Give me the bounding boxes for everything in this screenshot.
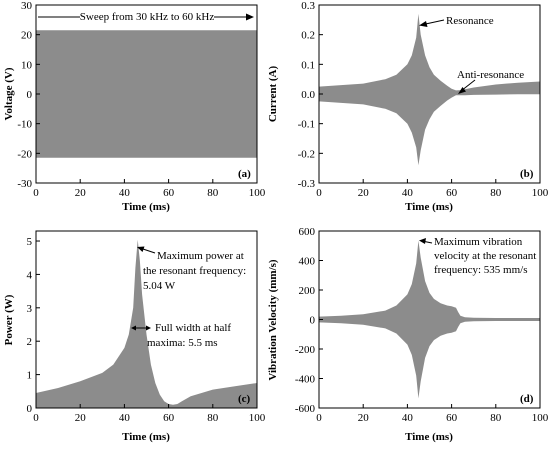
y-tick-label: -400 <box>295 374 316 386</box>
panel-c-max-arrow-head <box>137 246 145 252</box>
panel-b-label: (b) <box>520 168 534 180</box>
y-tick-label: 200 <box>299 285 316 297</box>
y-tick-label: 0 <box>310 315 316 327</box>
panel-d-xlabel: Time (ms) <box>405 431 453 443</box>
x-tick-label: 20 <box>75 187 87 199</box>
y-tick-label: -600 <box>295 403 316 415</box>
panel-d-max-line-1: Maximum vibration <box>434 236 523 248</box>
x-tick-label: 80 <box>490 412 502 424</box>
x-tick-label: 60 <box>163 412 175 424</box>
y-tick-label: 0.0 <box>301 89 315 101</box>
panel-a-ticks: 0 20 40 60 80 100 -30 -20 -10 0 10 20 30 <box>17 0 265 199</box>
panel-b-resonance-label: Resonance <box>446 15 494 27</box>
x-tick-label: 80 <box>207 412 219 424</box>
panel-d-label: (d) <box>520 393 534 405</box>
panel-c-power-envelope <box>36 239 257 408</box>
panel-a-label: (a) <box>238 168 251 180</box>
y-tick-label: -30 <box>17 178 32 190</box>
x-tick-label: 40 <box>119 412 131 424</box>
x-tick-label: 0 <box>316 412 322 424</box>
y-tick-label: 20 <box>21 30 33 42</box>
y-tick-label: 4 <box>27 269 33 281</box>
y-tick-label: 0.1 <box>301 59 315 71</box>
panel-d-max-arrow-head <box>419 238 426 244</box>
y-tick-label: -0.1 <box>298 119 315 131</box>
x-tick-label: 60 <box>446 412 458 424</box>
panel-c-ylabel: Power (W) <box>3 294 15 345</box>
y-tick-label: 0 <box>27 89 33 101</box>
y-tick-label: 3 <box>27 303 33 315</box>
x-tick-label: 60 <box>163 187 175 199</box>
y-tick-label: -10 <box>17 119 32 131</box>
panel-c-fwhm-line-2: maxima: 5.5 ms <box>147 337 218 349</box>
y-tick-label: -0.2 <box>298 148 315 160</box>
y-tick-label: 0 <box>27 403 33 415</box>
panel-d: 0 20 40 60 80 100 -600 -400 -200 0 200 400 600 Time … <box>267 226 549 443</box>
x-tick-label: 20 <box>358 412 370 424</box>
x-tick-label: 20 <box>75 412 87 424</box>
panel-b: 0 20 40 60 80 100 -0.3 -0.2 -0.1 0.0 0.1 0.2 0.3 Tim… <box>267 0 549 213</box>
x-tick-label: 100 <box>532 187 549 199</box>
x-tick-label: 60 <box>446 187 458 199</box>
panel-a-xlabel: Time (ms) <box>122 201 170 213</box>
panel-d-ylabel: Vibration Velocity (mm/s) <box>267 259 279 381</box>
y-tick-label: 600 <box>299 226 316 238</box>
panel-a-sweep-arrow-head <box>246 13 254 21</box>
panel-a-ylabel: Voltage (V) <box>3 67 15 120</box>
panel-c-frame <box>35 230 258 409</box>
panel-b-resonance-arrow-head <box>419 21 428 27</box>
panel-b-antiresonance-label: Anti-resonance <box>457 69 524 81</box>
y-tick-label: 10 <box>21 59 33 71</box>
panel-c-xlabel: Time (ms) <box>122 431 170 443</box>
panel-c-fwhm-arrow-right-head <box>146 325 151 331</box>
panel-c-fwhm-arrow-left-head <box>131 325 136 331</box>
panel-c: 0 20 40 60 80 100 0 1 2 3 4 5 Time (ms) Power (W) M… <box>3 230 266 443</box>
x-tick-label: 80 <box>207 187 219 199</box>
y-tick-label: 0.3 <box>301 0 315 12</box>
panel-b-current-envelope <box>319 13 540 166</box>
x-tick-label: 20 <box>358 187 370 199</box>
x-tick-label: 40 <box>119 187 131 199</box>
panel-d-max-line-2: velocity at the resonant <box>434 250 536 262</box>
panel-b-xlabel: Time (ms) <box>405 201 453 213</box>
panel-d-velocity-envelope <box>319 240 540 399</box>
y-tick-label: 1 <box>27 370 33 382</box>
panel-c-max-line-3: 5.04 W <box>143 280 176 292</box>
y-tick-label: -200 <box>295 344 316 356</box>
y-tick-label: 2 <box>27 336 33 348</box>
panel-b-antiresonance-arrow-head <box>458 87 466 94</box>
x-tick-label: 0 <box>316 187 322 199</box>
x-tick-label: 40 <box>402 187 414 199</box>
x-tick-label: 0 <box>33 187 39 199</box>
x-tick-label: 40 <box>402 412 414 424</box>
panel-a-annotation-bg <box>80 9 214 24</box>
x-tick-label: 100 <box>249 412 266 424</box>
y-tick-label: 0.2 <box>301 30 315 42</box>
panel-a-voltage-envelope <box>36 30 257 158</box>
panel-d-max-line-3: frequency: 535 mm/s <box>434 264 527 276</box>
y-tick-label: 30 <box>21 0 33 12</box>
panel-c-max-line-1: Maximum power at <box>157 250 244 262</box>
panel-c-label: (c) <box>238 393 251 405</box>
panel-a-sweep-annotation: Sweep from 30 kHz to 60 kHz <box>80 11 215 23</box>
y-tick-label: 400 <box>299 256 316 268</box>
y-tick-label: -0.3 <box>298 178 316 190</box>
x-tick-label: 0 <box>33 412 39 424</box>
y-tick-label: 5 <box>27 236 33 248</box>
panel-a: 0 20 40 60 80 100 -30 -20 -10 0 10 20 30 Time (ms) V… <box>3 0 266 213</box>
panel-c-ticks: 0 20 40 60 80 100 0 1 2 3 4 5 <box>27 236 266 424</box>
panel-c-fwhm-line-1: Full width at half <box>155 322 231 334</box>
panel-c-max-line-2: the resonant frequency: <box>143 265 246 277</box>
x-tick-label: 100 <box>249 187 266 199</box>
x-tick-label: 100 <box>532 412 549 424</box>
y-tick-label: -20 <box>17 148 32 160</box>
x-tick-label: 80 <box>490 187 502 199</box>
panel-b-ticks: 0 20 40 60 80 100 -0.3 -0.2 -0.1 0.0 0.1 0.2 0.3 <box>298 0 549 199</box>
panel-d-ticks: 0 20 40 60 80 100 -600 -400 -200 0 200 400 600 <box>295 226 549 424</box>
panel-b-ylabel: Current (A) <box>267 66 279 123</box>
